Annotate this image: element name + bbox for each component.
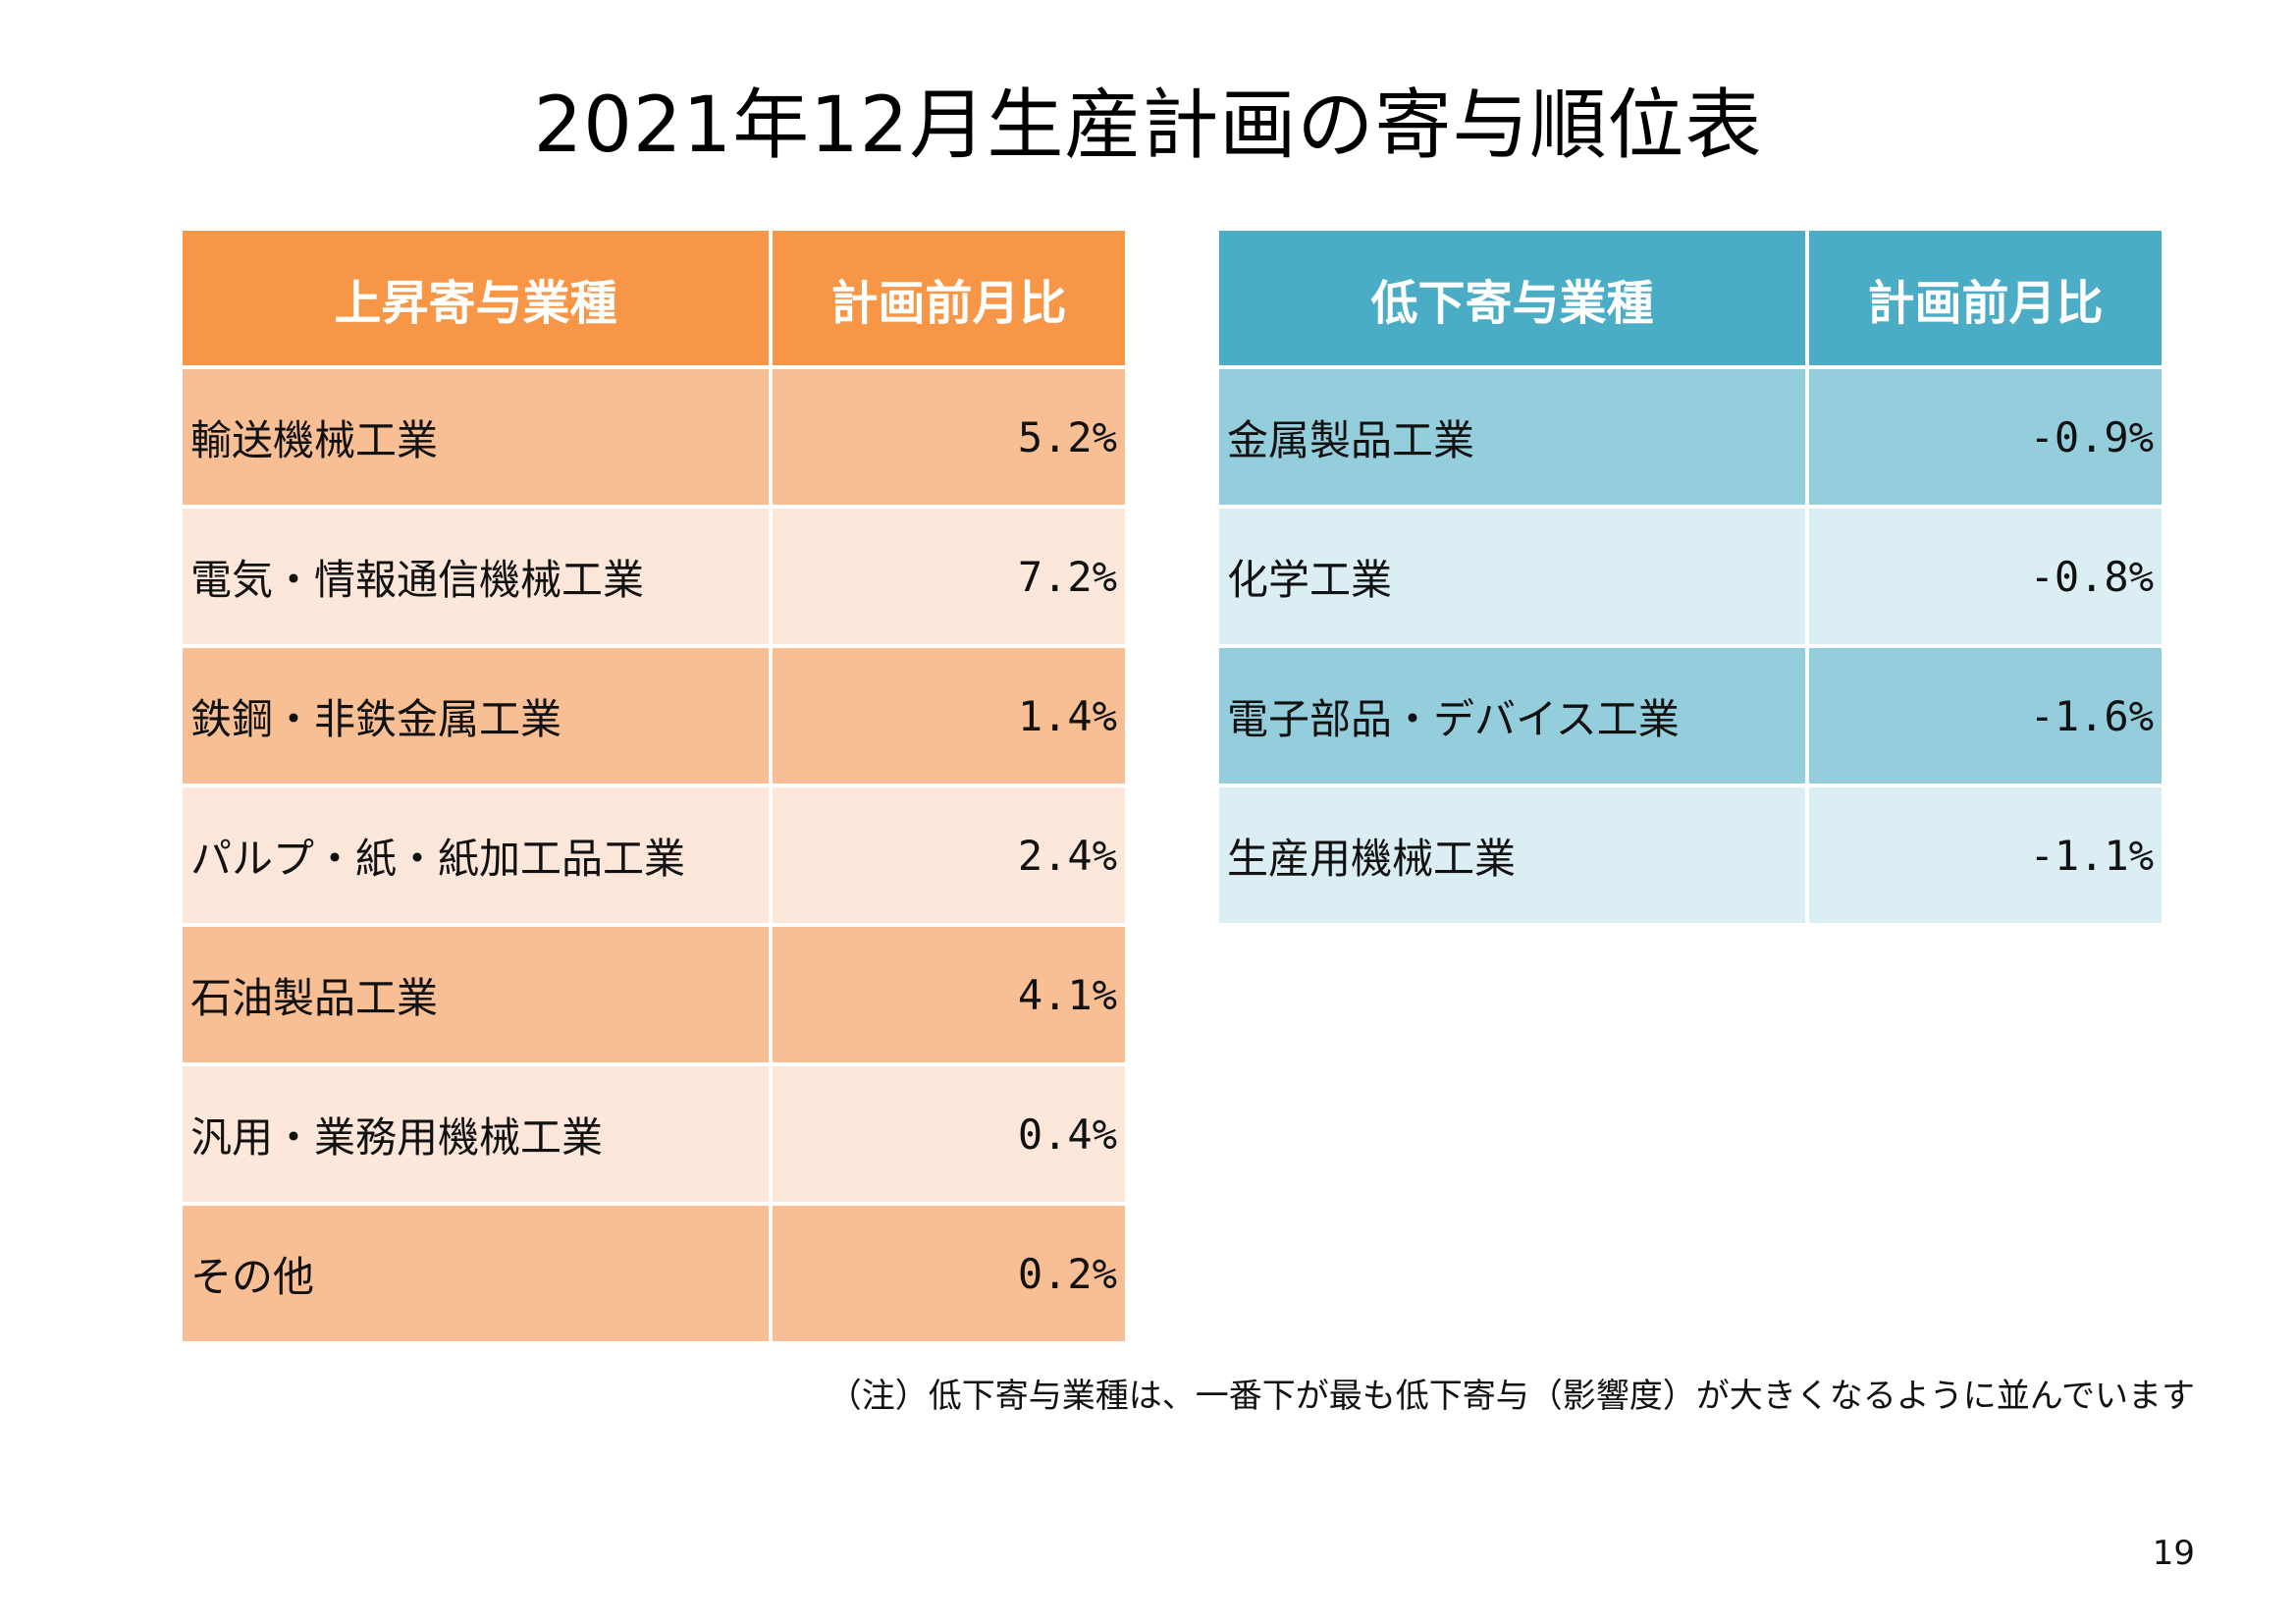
industry-cell: 輸送機械工業 — [183, 369, 769, 505]
ratio-cell: -1.6% — [1809, 648, 2162, 784]
ratio-cell: -0.8% — [1809, 509, 2162, 644]
table-header-row: 上昇寄与業種 計画前月比 — [183, 231, 1125, 365]
ratio-cell: 0.4% — [773, 1066, 1125, 1202]
industry-cell: 金属製品工業 — [1219, 369, 1805, 505]
ratio-cell: 7.2% — [773, 509, 1125, 644]
ratio-cell: 1.4% — [773, 648, 1125, 784]
table-row: 化学工業 -0.8% — [1219, 509, 2162, 644]
table-row: 電気・情報通信機械工業 7.2% — [183, 509, 1125, 644]
table-row: 輸送機械工業 5.2% — [183, 369, 1125, 505]
industry-cell: その他 — [183, 1206, 769, 1341]
table-row: 生産用機械工業 -1.1% — [1219, 787, 2162, 923]
table-row: 金属製品工業 -0.9% — [1219, 369, 2162, 505]
page-number: 19 — [2152, 1534, 2195, 1573]
footnote: （注）低下寄与業種は、一番下が最も低下寄与（影響度）が大きくなるように並んでいま… — [828, 1377, 2195, 1416]
header-industry: 低下寄与業種 — [1219, 231, 1805, 365]
ratio-cell: 2.4% — [773, 787, 1125, 923]
industry-cell: 生産用機械工業 — [1219, 787, 1805, 923]
header-ratio: 計画前月比 — [773, 231, 1125, 365]
ratio-cell: 0.2% — [773, 1206, 1125, 1341]
increase-contribution-table: 上昇寄与業種 計画前月比 輸送機械工業 5.2% 電気・情報通信機械工業 7.2… — [179, 227, 1129, 1345]
table-header-row: 低下寄与業種 計画前月比 — [1219, 231, 2162, 365]
table-row: その他 0.2% — [183, 1206, 1125, 1341]
industry-cell: 石油製品工業 — [183, 927, 769, 1062]
page-title: 2021年12月生産計画の寄与順位表 — [533, 81, 1763, 170]
header-industry: 上昇寄与業種 — [183, 231, 769, 365]
table-row: パルプ・紙・紙加工品工業 2.4% — [183, 787, 1125, 923]
industry-cell: 電気・情報通信機械工業 — [183, 509, 769, 644]
industry-cell: 化学工業 — [1219, 509, 1805, 644]
ratio-cell: 5.2% — [773, 369, 1125, 505]
table-row: 汎用・業務用機械工業 0.4% — [183, 1066, 1125, 1202]
ratio-cell: -1.1% — [1809, 787, 2162, 923]
header-ratio: 計画前月比 — [1809, 231, 2162, 365]
industry-cell: 汎用・業務用機械工業 — [183, 1066, 769, 1202]
table-row: 鉄鋼・非鉄金属工業 1.4% — [183, 648, 1125, 784]
decrease-contribution-table: 低下寄与業種 計画前月比 金属製品工業 -0.9% 化学工業 -0.8% 電子部… — [1215, 227, 2165, 927]
ratio-cell: -0.9% — [1809, 369, 2162, 505]
industry-cell: パルプ・紙・紙加工品工業 — [183, 787, 769, 923]
industry-cell: 鉄鋼・非鉄金属工業 — [183, 648, 769, 784]
table-row: 石油製品工業 4.1% — [183, 927, 1125, 1062]
industry-cell: 電子部品・デバイス工業 — [1219, 648, 1805, 784]
table-row: 電子部品・デバイス工業 -1.6% — [1219, 648, 2162, 784]
ratio-cell: 4.1% — [773, 927, 1125, 1062]
